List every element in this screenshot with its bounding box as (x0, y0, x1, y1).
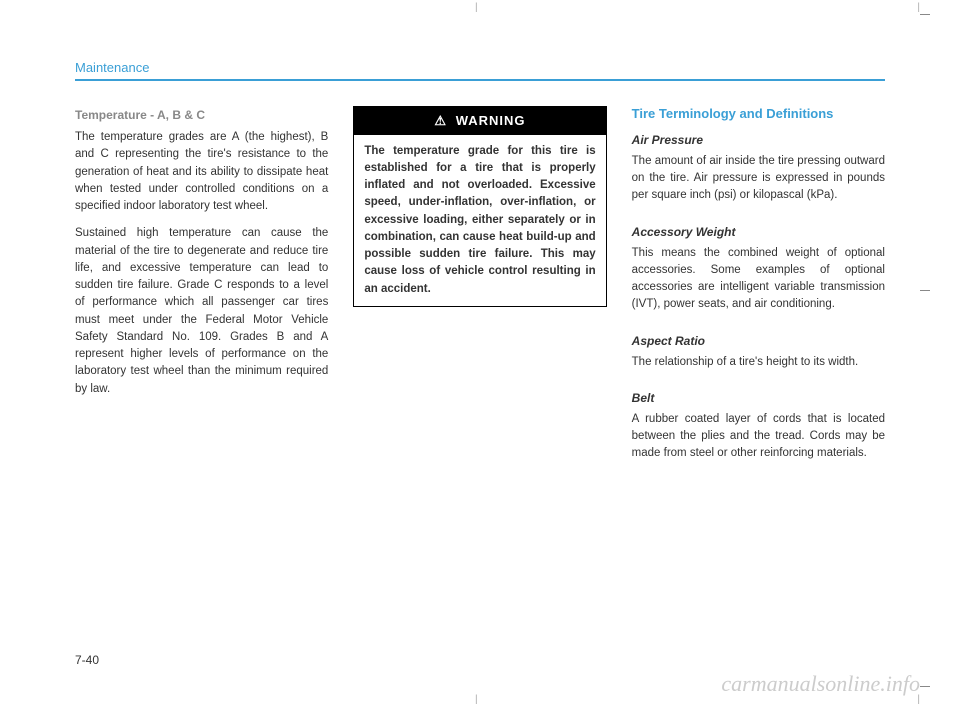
crop-mark-bottom-right: | (917, 694, 920, 705)
column-right: Tire Terminology and Definitions Air Pre… (632, 106, 885, 481)
column-left: Temperature - A, B & C The temperature g… (75, 106, 328, 481)
header-rule (75, 79, 885, 81)
temperature-para-1: The temperature grades are A (the highes… (75, 129, 328, 215)
crop-mark-top-center: | (475, 2, 478, 13)
page-number: 7-40 (75, 653, 99, 667)
warning-box: ⚠ WARNING The temperature grade for this… (353, 106, 606, 307)
term-air-pressure-title: Air Pressure (632, 131, 885, 149)
crop-mark-bottom-center: | (475, 694, 478, 705)
crop-dash-top-right (920, 14, 930, 15)
temperature-para-2: Sustained high temperature can cause the… (75, 225, 328, 398)
content-columns: Temperature - A, B & C The temperature g… (75, 106, 885, 481)
warning-body: The temperature grade for this tire is e… (354, 135, 605, 306)
page-header: Maintenance (75, 60, 885, 75)
crop-mark-top-right: | (917, 2, 920, 13)
page-container: Maintenance Temperature - A, B & C The t… (0, 0, 960, 521)
term-aspect-ratio-body: The relationship of a tire's height to i… (632, 354, 885, 371)
term-belt-title: Belt (632, 389, 885, 407)
header-title: Maintenance (75, 60, 885, 75)
column-middle: ⚠ WARNING The temperature grade for this… (353, 106, 606, 481)
temperature-heading: Temperature - A, B & C (75, 106, 328, 124)
term-aspect-ratio-title: Aspect Ratio (632, 332, 885, 350)
watermark: carmanualsonline.info (721, 671, 920, 697)
term-accessory-weight-body: This means the combined weight of option… (632, 245, 885, 314)
warning-header: ⚠ WARNING (354, 107, 605, 135)
section-title: Tire Terminology and Definitions (632, 106, 885, 123)
warning-icon: ⚠ (434, 111, 447, 131)
crop-dash-mid-right (920, 290, 930, 291)
term-accessory-weight-title: Accessory Weight (632, 223, 885, 241)
term-belt-body: A rubber coated layer of cords that is l… (632, 411, 885, 463)
warning-label: WARNING (456, 113, 526, 128)
term-air-pressure-body: The amount of air inside the tire pressi… (632, 153, 885, 205)
crop-dash-bottom-right (920, 686, 930, 687)
